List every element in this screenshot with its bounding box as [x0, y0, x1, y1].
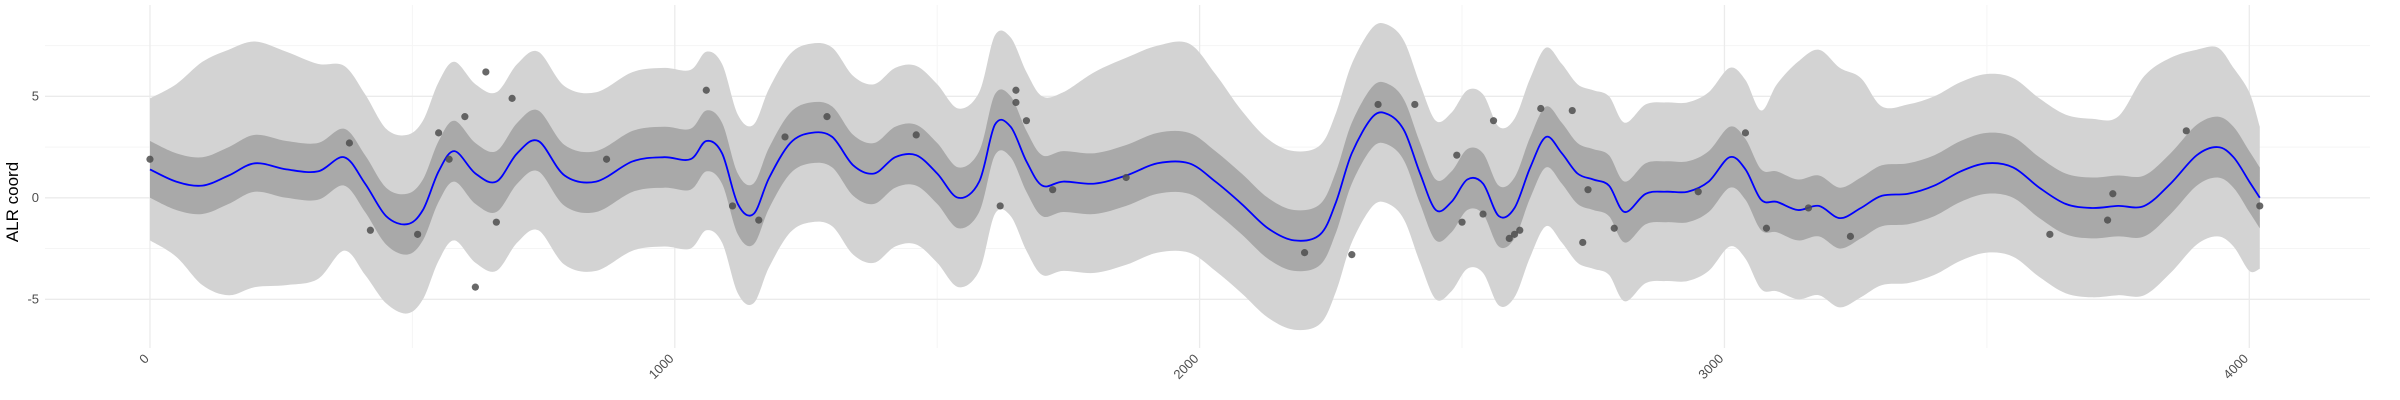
data-point [492, 218, 500, 226]
y-axis-title: ALR coord [3, 162, 22, 242]
data-point [702, 86, 710, 94]
data-point [1846, 232, 1855, 240]
data-point [1584, 186, 1592, 194]
data-point [2256, 202, 2264, 210]
data-point [2182, 127, 2190, 135]
data-point [445, 155, 453, 163]
data-point [1012, 86, 1020, 94]
data-point [414, 230, 422, 238]
data-point [482, 68, 490, 76]
mean-curve [149, 111, 2261, 242]
data-point [1516, 226, 1524, 234]
data-point [508, 94, 516, 102]
data-point [2046, 230, 2054, 238]
data-point [1453, 151, 1461, 159]
data-point [1479, 210, 1487, 218]
data-point [471, 283, 479, 291]
data-point [1537, 104, 1545, 113]
data-point [146, 155, 154, 163]
data-point [1610, 224, 1618, 232]
data-point [461, 113, 469, 121]
data-point [1012, 98, 1020, 107]
data-point [781, 133, 789, 141]
y-tick-label: 5 [32, 88, 39, 103]
data-point [728, 202, 737, 210]
data-point [435, 129, 443, 137]
data-point [996, 202, 1004, 210]
data-point [1762, 224, 1771, 232]
data-point [912, 131, 920, 139]
data-point [1741, 129, 1750, 137]
observed-points [146, 68, 2264, 291]
data-point [1348, 251, 1356, 259]
data-point [1568, 106, 1576, 115]
data-point [2103, 216, 2112, 224]
data-point [1804, 204, 1813, 212]
data-point [1510, 230, 1519, 238]
data-point [366, 226, 374, 234]
data-point [823, 113, 831, 121]
data-point [1374, 100, 1382, 109]
data-point [602, 155, 611, 163]
y-tick-label: -5 [27, 291, 39, 306]
y-tick-label: 0 [32, 190, 39, 205]
data-point [1411, 100, 1419, 109]
data-point [1579, 238, 1587, 247]
data-point [1049, 186, 1057, 194]
data-point [1458, 218, 1466, 226]
mean-line-path [149, 111, 2261, 242]
data-point [1300, 249, 1309, 257]
data-point [1694, 188, 1702, 196]
data-point [345, 139, 354, 147]
data-point [2109, 190, 2117, 198]
data-point [1022, 117, 1031, 125]
y-tick-labels: -5 0 5 [27, 88, 39, 306]
data-point [755, 216, 763, 224]
inner-band-area [150, 81, 2260, 272]
data-point [1505, 234, 1513, 243]
data-point [1122, 173, 1130, 182]
inner-credible-band [150, 81, 2260, 272]
data-point [1489, 117, 1498, 125]
